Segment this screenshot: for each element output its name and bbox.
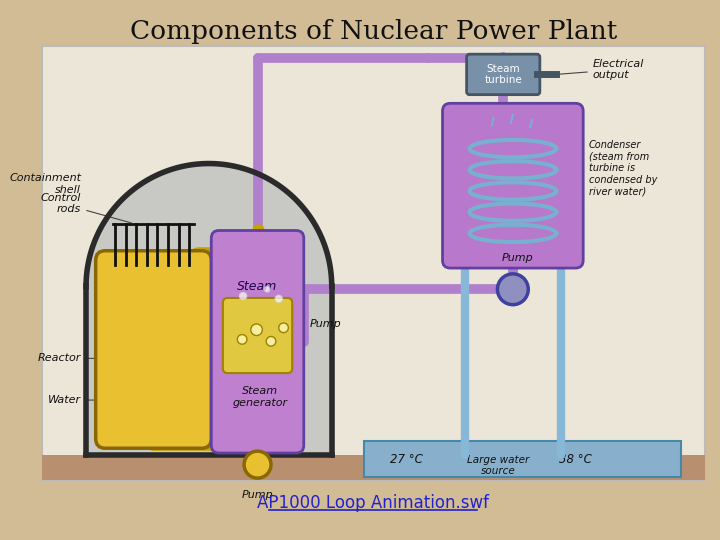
Circle shape	[264, 286, 270, 292]
Text: Components of Nuclear Power Plant: Components of Nuclear Power Plant	[130, 18, 617, 44]
Polygon shape	[86, 164, 332, 286]
Circle shape	[251, 324, 262, 335]
Circle shape	[498, 274, 528, 305]
Text: Pump: Pump	[502, 253, 534, 264]
FancyBboxPatch shape	[443, 103, 583, 268]
Circle shape	[279, 323, 289, 333]
Text: Electrical
output: Electrical output	[559, 59, 644, 80]
Text: 27 °C: 27 °C	[390, 453, 423, 467]
FancyBboxPatch shape	[211, 231, 304, 453]
Text: Steam: Steam	[238, 280, 278, 293]
Circle shape	[244, 451, 271, 478]
Text: 38 °C: 38 °C	[559, 453, 592, 467]
Bar	[364, 441, 681, 477]
Text: Pump: Pump	[242, 490, 274, 500]
Text: Steam
turbine: Steam turbine	[485, 64, 522, 85]
FancyBboxPatch shape	[467, 54, 540, 94]
Text: Control
rods: Control rods	[41, 193, 132, 223]
Bar	[42, 455, 705, 480]
Circle shape	[266, 336, 276, 346]
Circle shape	[239, 292, 247, 300]
Circle shape	[238, 335, 247, 344]
FancyBboxPatch shape	[223, 298, 292, 373]
Text: Steam
generator: Steam generator	[233, 387, 288, 408]
Text: Large water
source: Large water source	[467, 455, 529, 476]
Text: Condenser
(steam from
turbine is
condensed by
river water): Condenser (steam from turbine is condens…	[578, 140, 657, 197]
Text: AP1000 Loop Animation.swf: AP1000 Loop Animation.swf	[257, 494, 489, 512]
Text: Reactor: Reactor	[38, 353, 102, 363]
Bar	[86, 286, 332, 455]
Text: Containment
shell: Containment shell	[9, 173, 81, 195]
Circle shape	[275, 295, 282, 303]
FancyBboxPatch shape	[96, 251, 211, 448]
Text: Pump: Pump	[310, 320, 341, 329]
FancyBboxPatch shape	[42, 46, 705, 480]
Text: Water: Water	[48, 395, 102, 405]
